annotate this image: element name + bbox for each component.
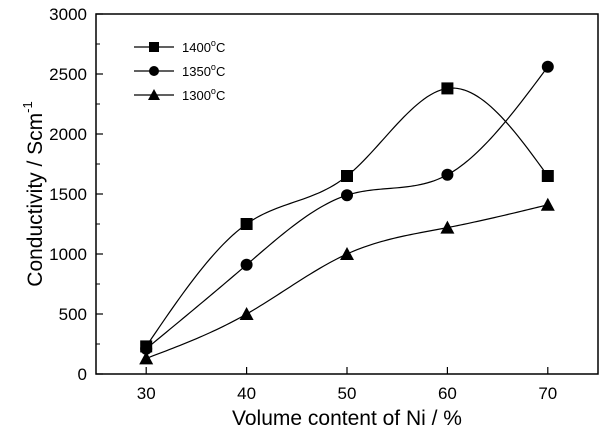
marker-triangle <box>440 220 455 234</box>
y-tick-label: 0 <box>78 365 87 384</box>
legend-label: 1350oC <box>182 62 225 79</box>
x-axis-ticks: 30 40 50 60 70 <box>137 367 557 403</box>
legend-label-unit: C <box>216 40 225 55</box>
marker-square <box>240 218 253 230</box>
y-tick-label: 2500 <box>49 65 87 84</box>
marker-triangle <box>148 89 160 100</box>
marker-circle <box>441 168 454 181</box>
legend-label-degree: o <box>211 38 216 48</box>
x-tick-label: 30 <box>137 384 156 403</box>
marker-circle <box>149 66 159 76</box>
marker-square <box>341 170 353 182</box>
x-tick-label: 40 <box>237 384 256 403</box>
y-tick-label: 500 <box>59 305 87 324</box>
y-tick-label: 1500 <box>49 185 87 204</box>
y-axis-ticks: 0 500 1000 1500 2000 2500 3000 <box>49 5 103 384</box>
legend-label: 1400oC <box>182 38 225 55</box>
y-tick-label: 2000 <box>49 125 87 144</box>
data-markers <box>139 60 555 365</box>
x-tick-label: 50 <box>338 384 357 403</box>
x-tick-label: 60 <box>438 384 457 403</box>
plot-frame <box>95 13 599 375</box>
legend-label-unit: C <box>216 64 225 79</box>
fit-curve-square <box>145 87 549 347</box>
y-tick-label: 1000 <box>49 245 87 264</box>
legend-label-unit: C <box>216 88 225 103</box>
marker-circle <box>140 342 153 355</box>
marker-square <box>149 42 159 52</box>
legend-label: 1300oC <box>182 86 225 103</box>
marker-triangle <box>340 247 354 260</box>
x-tick-label: 70 <box>538 384 557 403</box>
marker-circle <box>541 60 554 73</box>
y-axis-title-main: Conductivity / Scm <box>24 113 47 287</box>
fit-curve-circle <box>145 66 549 350</box>
y-axis-title-superscript: -1 <box>20 101 35 113</box>
y-axis-title: Conductivity / Scm-1 <box>20 101 47 286</box>
legend-label-value: 1350 <box>182 64 211 79</box>
marker-triangle <box>239 307 254 320</box>
legend-label-value: 1400 <box>182 40 211 55</box>
fit-curves <box>145 66 549 359</box>
legend-label-degree: o <box>211 86 216 96</box>
marker-square <box>441 82 454 95</box>
marker-circle <box>341 189 353 202</box>
x-axis-title: Volume content of Ni / % <box>232 407 462 430</box>
marker-square <box>541 170 554 182</box>
marker-triangle <box>139 351 154 365</box>
marker-triangle <box>540 197 555 211</box>
fit-curve-triangle <box>145 204 548 359</box>
legend-label-degree: o <box>211 62 216 72</box>
y-tick-label: 3000 <box>49 5 87 24</box>
legend-label-value: 1300 <box>182 88 211 103</box>
marker-circle <box>240 258 253 271</box>
